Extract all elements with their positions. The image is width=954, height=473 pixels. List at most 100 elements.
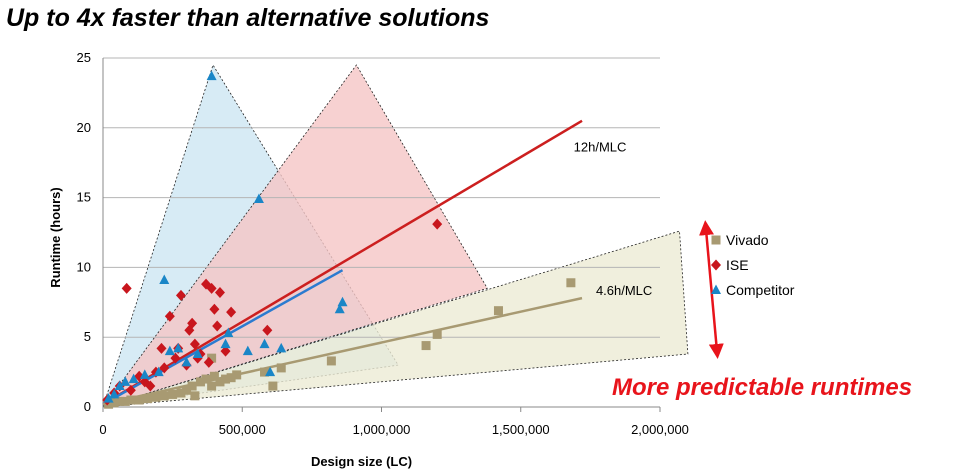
ise-point [170, 352, 181, 364]
legend-label-competitor: Competitor [726, 282, 795, 298]
vivado-trend-label: 4.6h/MLC [596, 283, 652, 298]
ise-point [175, 289, 186, 301]
regions-layer [101, 64, 689, 408]
vivado-point [207, 381, 217, 391]
competitor-point [181, 356, 192, 367]
competitor-point [159, 274, 170, 284]
vivado-point [168, 389, 178, 399]
ise-point [189, 338, 200, 350]
vivado-point [432, 329, 442, 339]
competitor-point [114, 380, 125, 391]
x-tick-label: 500,000 [219, 422, 266, 437]
competitor-point [223, 327, 234, 338]
ise-point [125, 384, 136, 396]
ise-point [214, 287, 225, 299]
y-axis-label: Runtime (hours) [48, 187, 63, 287]
competitor-point [259, 338, 270, 349]
competitor-point [253, 193, 264, 203]
vivado-point [104, 399, 114, 409]
vivado-point [190, 391, 200, 401]
vivado-point [126, 395, 136, 405]
vivado-point [232, 370, 242, 380]
vivado-point [159, 391, 169, 401]
legend-marker-vivado [711, 235, 721, 245]
competitor-point [206, 70, 217, 81]
vivado-point [260, 367, 270, 377]
vivado-point [421, 341, 431, 351]
ise-point [159, 362, 170, 374]
vivado-point [182, 385, 192, 395]
vivado-point [201, 374, 211, 384]
vivado-point [326, 356, 336, 366]
vivado-point [176, 388, 186, 398]
axes: 0 5 10 15 20 25 0 500,000 1,000,000 1,500,000 2,00… [48, 50, 689, 469]
vivado-point [151, 392, 161, 402]
ise-point [432, 218, 443, 230]
vivado-point [215, 377, 225, 387]
vivado-point [134, 395, 144, 405]
ise-point [226, 306, 237, 318]
y-tick-label: 0 [84, 399, 91, 414]
competitor-point [103, 393, 114, 403]
competitor-point [220, 338, 231, 349]
y-tick-label: 25 [77, 50, 91, 65]
vivado-point [115, 396, 125, 406]
vivado-point [109, 398, 119, 408]
range-arrow [699, 220, 724, 359]
x-axis-label: Design size (LC) [311, 454, 412, 469]
y-tick-label: 10 [77, 259, 91, 274]
vivado-point [226, 373, 236, 383]
ise-point [203, 356, 214, 368]
ise-point [212, 320, 223, 332]
annotations: 12h/MLC 4.6h/MLC [574, 139, 724, 359]
competitor-point [109, 388, 120, 399]
competitor-point [265, 366, 276, 377]
y-tick-label: 20 [77, 120, 91, 135]
ise-trend-label: 12h/MLC [574, 139, 627, 154]
ise-point [145, 380, 156, 392]
ise-region [101, 64, 488, 408]
competitor-point [173, 342, 184, 353]
x-tick-label: 1,000,000 [353, 422, 411, 437]
competitor-point [153, 366, 164, 377]
vivado-point [187, 381, 197, 391]
competitor-point [139, 369, 150, 379]
ise-point [220, 345, 231, 357]
competitor-point [242, 345, 253, 356]
ise-point [262, 324, 273, 336]
ise-point [134, 370, 145, 382]
competitor-point [192, 348, 203, 358]
ise-point [156, 342, 167, 354]
gridlines [103, 57, 660, 338]
x-tick-label: 1,500,000 [492, 422, 550, 437]
data-points [102, 70, 576, 409]
vivado-point [209, 371, 219, 381]
competitor-point [276, 342, 287, 353]
vivado-point [120, 396, 130, 406]
legend-label-vivado: Vivado [726, 232, 769, 248]
competitor-point [337, 296, 348, 307]
y-tick-label: 15 [77, 190, 91, 205]
vivado-region [102, 230, 689, 408]
vivado-point [195, 377, 205, 387]
vivado-point [276, 363, 286, 373]
ise-point [206, 282, 217, 294]
ise-point [209, 303, 220, 315]
vivado-point [221, 374, 231, 384]
legend-marker-ise [711, 259, 721, 271]
y-tick-label: 5 [84, 329, 91, 344]
ise-point [121, 282, 132, 294]
competitor-point [120, 376, 131, 386]
legend: Vivado ISE Competitor [711, 232, 795, 298]
vivado-point [143, 394, 153, 404]
competitor-point [334, 303, 345, 314]
legend-label-ise: ISE [726, 257, 749, 273]
callout-text: More predictable runtimes [612, 374, 913, 401]
competitor-point [128, 373, 139, 384]
vivado-point [493, 306, 503, 316]
x-tick-label: 2,000,000 [631, 422, 689, 437]
headline: Up to 4x faster than alternative solutio… [6, 4, 490, 32]
x-tick-label: 0 [99, 422, 106, 437]
legend-marker-competitor [711, 284, 721, 294]
